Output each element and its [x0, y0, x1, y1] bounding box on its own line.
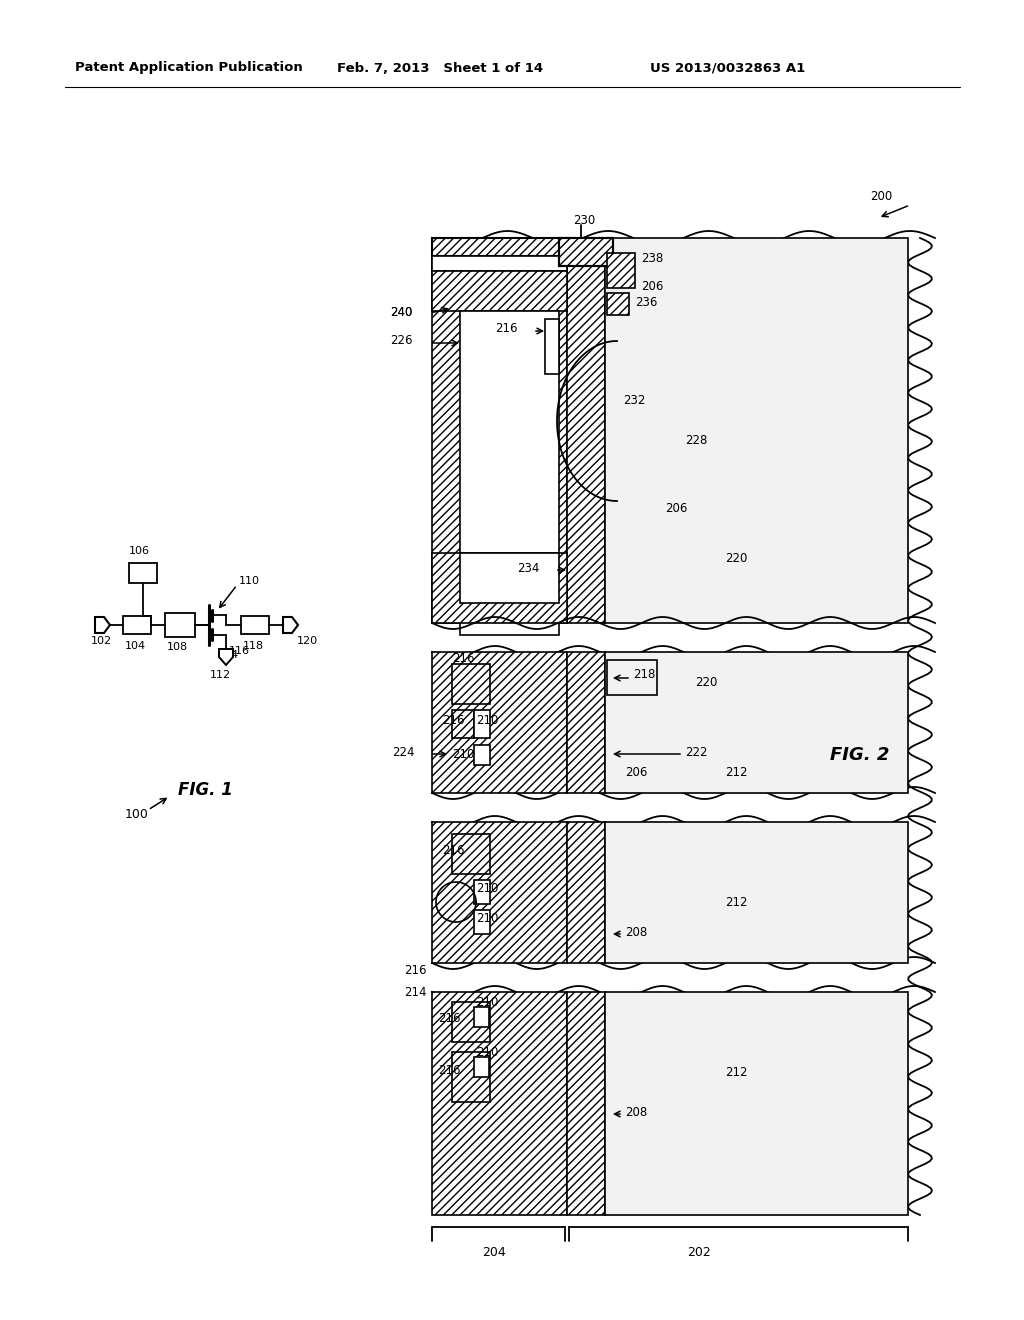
Text: Patent Application Publication: Patent Application Publication: [75, 62, 303, 74]
Text: 104: 104: [125, 642, 146, 651]
Text: 210: 210: [476, 912, 499, 925]
Text: 118: 118: [243, 642, 264, 651]
Text: 216: 216: [404, 964, 427, 977]
Text: 112: 112: [210, 671, 231, 680]
Bar: [241, 616, 269, 634]
Text: 216: 216: [438, 1064, 461, 1077]
Bar: [605, 652, 908, 793]
Text: 210: 210: [476, 714, 499, 726]
Bar: [545, 319, 559, 374]
Text: FIG. 2: FIG. 2: [830, 746, 890, 764]
Bar: [559, 238, 613, 267]
Text: 206: 206: [641, 280, 664, 293]
Text: 238: 238: [641, 252, 664, 264]
Text: 234: 234: [517, 561, 540, 574]
Text: 208: 208: [625, 1106, 647, 1118]
Bar: [432, 553, 567, 623]
Text: 212: 212: [725, 1065, 748, 1078]
Text: 216: 216: [452, 652, 474, 664]
Text: 212: 212: [725, 895, 748, 908]
Bar: [460, 312, 559, 635]
Text: 200: 200: [870, 190, 892, 202]
Bar: [474, 744, 490, 766]
Text: 210: 210: [476, 1045, 499, 1059]
Bar: [432, 238, 567, 256]
Bar: [432, 238, 567, 623]
Bar: [605, 238, 908, 623]
Text: 212: 212: [725, 766, 748, 779]
Text: 228: 228: [685, 434, 708, 447]
Text: 208: 208: [625, 925, 647, 939]
Text: 216: 216: [438, 1011, 461, 1024]
Text: 120: 120: [297, 636, 318, 645]
Text: 108: 108: [167, 642, 188, 652]
Text: 206: 206: [665, 502, 687, 515]
Text: 216: 216: [442, 714, 465, 726]
Bar: [607, 293, 629, 315]
Text: 116: 116: [229, 645, 250, 656]
Text: 206: 206: [625, 766, 647, 779]
Bar: [452, 710, 474, 738]
Text: 216: 216: [442, 843, 465, 857]
Bar: [432, 993, 567, 1214]
Text: 106: 106: [129, 546, 150, 556]
Bar: [452, 1002, 490, 1041]
Text: 210: 210: [476, 883, 499, 895]
Bar: [432, 271, 567, 312]
Text: Feb. 7, 2013   Sheet 1 of 14: Feb. 7, 2013 Sheet 1 of 14: [337, 62, 543, 74]
Text: 220: 220: [725, 552, 748, 565]
Bar: [474, 710, 490, 738]
Text: 210: 210: [452, 748, 474, 762]
Bar: [567, 822, 605, 964]
Text: 204: 204: [482, 1246, 506, 1259]
Text: 100: 100: [125, 808, 148, 821]
Bar: [567, 238, 605, 623]
Bar: [432, 256, 567, 271]
Bar: [607, 253, 635, 288]
Text: 218: 218: [633, 668, 655, 681]
Bar: [605, 822, 908, 964]
Text: 102: 102: [91, 636, 112, 645]
Text: FIG. 1: FIG. 1: [178, 781, 232, 799]
Bar: [567, 993, 605, 1214]
Text: 214: 214: [404, 986, 427, 998]
Bar: [432, 652, 567, 793]
Polygon shape: [219, 649, 233, 665]
Text: 222: 222: [685, 746, 708, 759]
Text: US 2013/0032863 A1: US 2013/0032863 A1: [650, 62, 805, 74]
Text: 202: 202: [687, 1246, 711, 1259]
Bar: [129, 564, 157, 583]
Polygon shape: [95, 616, 110, 634]
Text: 230: 230: [573, 214, 595, 227]
Text: 236: 236: [635, 297, 657, 309]
Text: 240: 240: [390, 306, 413, 319]
Text: 110: 110: [239, 576, 260, 586]
Bar: [123, 616, 151, 634]
Text: 210: 210: [476, 995, 499, 1008]
Text: 240: 240: [390, 306, 413, 319]
Bar: [452, 664, 490, 704]
Text: 216: 216: [495, 322, 517, 335]
Text: 232: 232: [623, 395, 645, 408]
Bar: [432, 822, 567, 964]
Bar: [452, 1052, 490, 1102]
Bar: [559, 238, 613, 267]
Bar: [474, 1007, 489, 1027]
Bar: [567, 652, 605, 793]
Bar: [474, 1057, 489, 1077]
Bar: [605, 993, 908, 1214]
Bar: [452, 834, 490, 874]
Bar: [460, 553, 559, 603]
Text: 114: 114: [218, 649, 240, 660]
Bar: [474, 880, 490, 904]
Bar: [607, 660, 657, 696]
Text: 226: 226: [390, 334, 413, 347]
Bar: [165, 612, 195, 638]
Text: 224: 224: [392, 746, 415, 759]
Bar: [474, 909, 490, 935]
Text: 220: 220: [695, 676, 718, 689]
Polygon shape: [283, 616, 298, 634]
